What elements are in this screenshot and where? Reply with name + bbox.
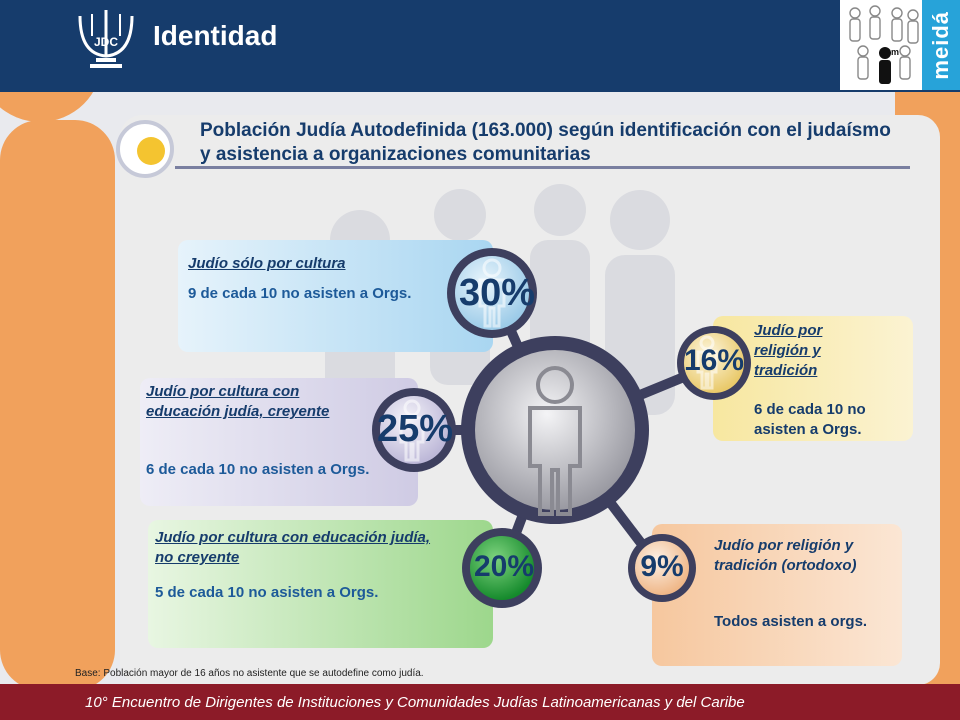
segment-box-cultura <box>178 240 493 352</box>
hub-person-icon <box>528 366 582 516</box>
percent-25: 25% <box>376 408 454 450</box>
meida-icon-letter: m <box>891 47 899 57</box>
node-circle-30 <box>455 256 529 330</box>
percent-16: 16% <box>683 344 745 377</box>
percent-30: 30% <box>458 272 536 314</box>
page-title: Identidad <box>153 20 278 51</box>
node-circle-9 <box>635 541 689 595</box>
segment-label-cultura: Judío sólo por cultura <box>188 255 346 272</box>
people-figures-icon: m <box>849 5 919 84</box>
segment-desc-creyente: 6 de cada 10 no asisten a Orgs. <box>146 461 370 478</box>
footer-text: 10° Encuentro de Dirigentes de Instituci… <box>85 694 745 711</box>
percent-9: 9% <box>640 550 684 583</box>
segment-label-no-creyente: Judío por cultura con educación judía, n… <box>155 529 431 566</box>
segment-desc-ortodoxo: Todos asisten a orgs. <box>714 613 868 630</box>
footer-bar: 10° Encuentro de Dirigentes de Instituci… <box>0 684 960 720</box>
meida-wordmark: meidá <box>922 0 960 90</box>
segment-label-ortodoxo: Judío por religión y tradición (ortodoxo… <box>714 537 857 574</box>
segment-label-religion: Judío por religión y tradición <box>754 322 823 379</box>
jdc-logo-icon: JDC <box>78 10 134 68</box>
base-note: Base: Población mayor de 16 años no asis… <box>75 668 424 679</box>
segment-desc-no-creyente: 5 de cada 10 no asisten a Orgs. <box>155 584 379 601</box>
chart-subtitle: Población Judía Autodefinida (163.000) s… <box>200 120 891 165</box>
header-bar: JDC Identidad <box>0 0 960 92</box>
node-circle-16 <box>684 333 744 393</box>
percent-20: 20% <box>473 550 535 583</box>
node-circle-25 <box>380 396 448 464</box>
segment-box-no-creyente <box>148 520 493 648</box>
subtitle-underline <box>175 166 910 169</box>
segment-box-ortodoxo <box>652 524 902 666</box>
segment-label-creyente: Judío por cultura con educación judía, c… <box>146 383 330 420</box>
node-circle-20 <box>470 536 534 600</box>
jdc-logo-text: JDC <box>94 35 118 49</box>
hub-center-circle <box>475 350 635 510</box>
segment-box-creyente <box>140 378 418 506</box>
segment-desc-religion: 6 de cada 10 no asisten a Orgs. <box>754 401 866 438</box>
bullet-dot-icon <box>137 137 165 165</box>
segment-desc-cultura: 9 de cada 10 no asisten a Orgs. <box>188 285 412 302</box>
